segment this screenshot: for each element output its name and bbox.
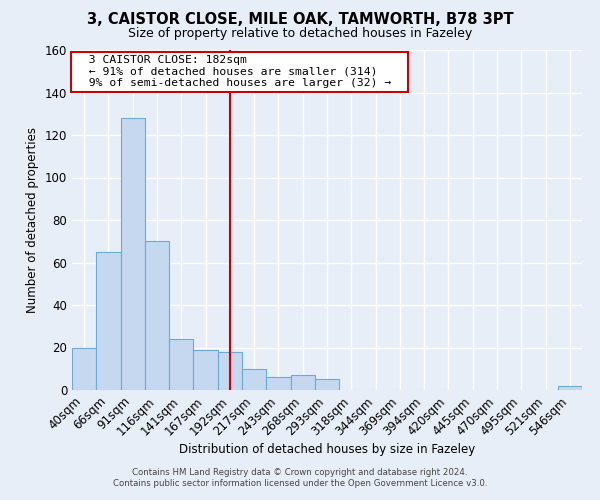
Bar xyxy=(96,252,121,390)
Bar xyxy=(266,378,290,390)
Bar xyxy=(193,350,218,390)
Bar xyxy=(121,118,145,390)
Bar xyxy=(242,369,266,390)
Text: Size of property relative to detached houses in Fazeley: Size of property relative to detached ho… xyxy=(128,28,472,40)
Bar xyxy=(72,348,96,390)
Text: 3 CAISTOR CLOSE: 182sqm
  ← 91% of detached houses are smaller (314)
  9% of sem: 3 CAISTOR CLOSE: 182sqm ← 91% of detache… xyxy=(74,55,404,88)
Bar xyxy=(169,339,193,390)
Bar xyxy=(558,386,582,390)
Bar xyxy=(290,375,315,390)
Text: 3, CAISTOR CLOSE, MILE OAK, TAMWORTH, B78 3PT: 3, CAISTOR CLOSE, MILE OAK, TAMWORTH, B7… xyxy=(86,12,514,28)
Bar xyxy=(315,380,339,390)
Bar xyxy=(145,242,169,390)
Text: Contains HM Land Registry data © Crown copyright and database right 2024.
Contai: Contains HM Land Registry data © Crown c… xyxy=(113,468,487,487)
Bar xyxy=(218,352,242,390)
Y-axis label: Number of detached properties: Number of detached properties xyxy=(26,127,39,313)
X-axis label: Distribution of detached houses by size in Fazeley: Distribution of detached houses by size … xyxy=(179,444,475,456)
